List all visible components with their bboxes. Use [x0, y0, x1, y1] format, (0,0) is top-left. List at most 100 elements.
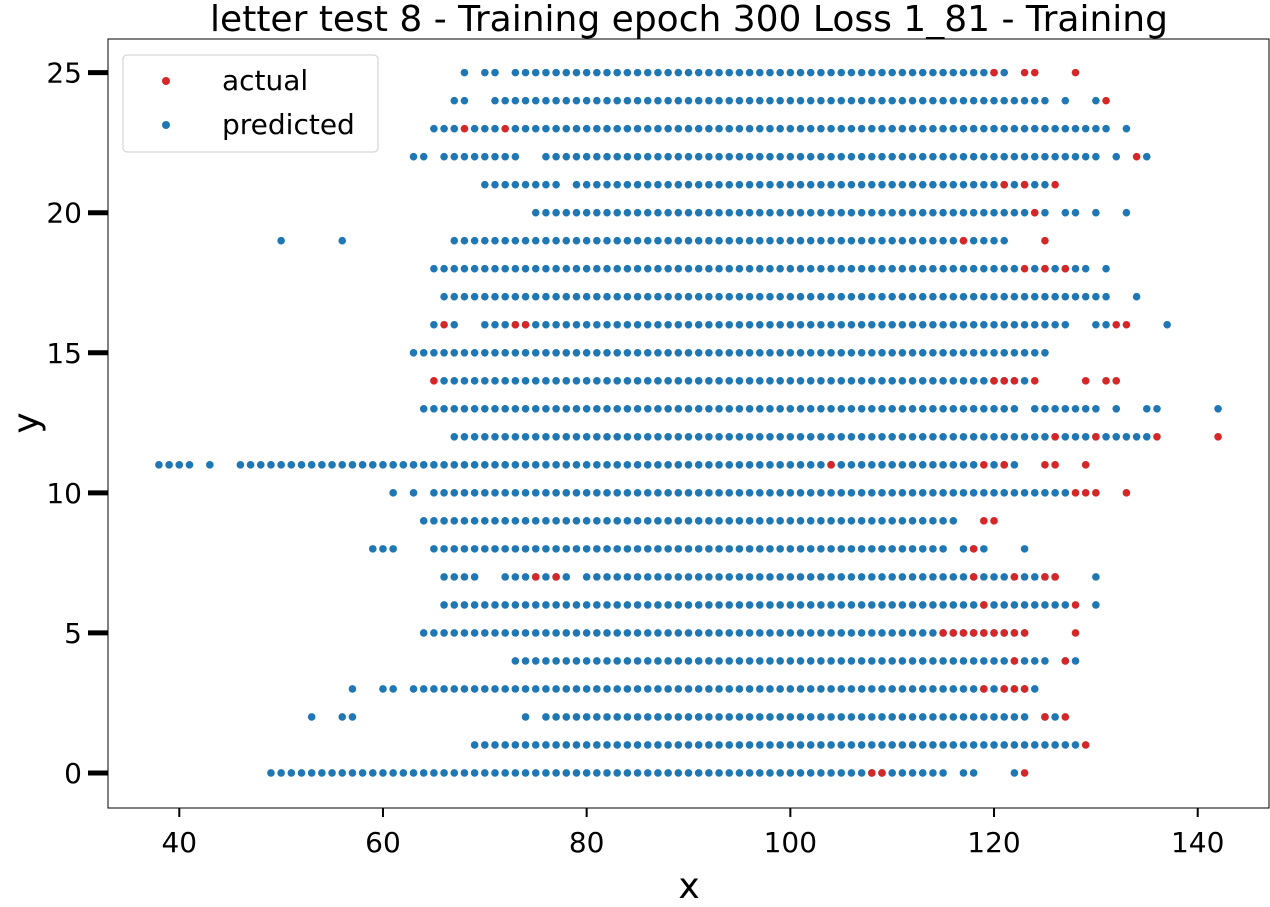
predicted-point	[633, 180, 642, 189]
predicted-point	[827, 769, 835, 777]
predicted-point	[735, 629, 744, 637]
legend-predicted-marker	[162, 121, 170, 129]
predicted-point	[847, 741, 856, 749]
predicted-point	[694, 124, 703, 133]
predicted-point	[643, 152, 652, 161]
predicted-point	[542, 180, 550, 189]
predicted-point	[796, 713, 805, 721]
predicted-point	[165, 461, 173, 469]
predicted-point	[450, 685, 459, 693]
predicted-point	[806, 769, 815, 777]
predicted-point	[715, 124, 723, 133]
predicted-point	[623, 68, 632, 77]
predicted-point	[603, 517, 611, 525]
predicted-point	[827, 320, 835, 329]
predicted-point	[837, 461, 846, 469]
predicted-point	[980, 433, 988, 441]
predicted-point	[491, 124, 499, 133]
predicted-point	[562, 629, 571, 637]
predicted-point	[623, 573, 632, 581]
predicted-point	[725, 348, 734, 357]
predicted-point	[1071, 264, 1080, 273]
predicted-point	[939, 573, 947, 581]
predicted-point	[654, 68, 662, 77]
predicted-point	[552, 180, 560, 189]
actual-point	[1061, 264, 1070, 273]
predicted-point	[868, 292, 876, 301]
predicted-point	[857, 208, 866, 217]
predicted-point	[419, 348, 428, 357]
actual-point	[1041, 713, 1049, 721]
predicted-point	[470, 152, 479, 161]
predicted-point	[990, 292, 998, 301]
predicted-point	[1081, 124, 1090, 133]
predicted-point	[1051, 152, 1059, 161]
predicted-point	[755, 545, 764, 553]
predicted-point	[817, 376, 825, 385]
predicted-point	[827, 685, 835, 693]
predicted-point	[827, 489, 835, 497]
predicted-point	[755, 68, 764, 77]
predicted-point	[1163, 320, 1171, 329]
predicted-point	[491, 180, 499, 189]
predicted-point	[460, 348, 469, 357]
predicted-point	[908, 404, 917, 413]
predicted-point	[603, 713, 611, 721]
predicted-point	[755, 404, 764, 413]
predicted-point	[705, 96, 713, 105]
predicted-point	[878, 96, 886, 105]
predicted-point	[633, 264, 642, 273]
predicted-point	[959, 124, 968, 133]
predicted-point	[582, 292, 591, 301]
predicted-point	[511, 573, 520, 581]
predicted-point	[888, 376, 896, 385]
predicted-point	[735, 741, 744, 749]
predicted-point	[684, 741, 693, 749]
predicted-point	[542, 685, 550, 693]
predicted-point	[1092, 96, 1100, 105]
predicted-point	[990, 461, 998, 469]
predicted-point	[918, 629, 927, 637]
actual-point	[1000, 629, 1009, 637]
predicted-point	[572, 68, 581, 77]
predicted-point	[511, 292, 520, 301]
predicted-point	[796, 461, 805, 469]
actual-point	[990, 517, 998, 525]
predicted-point	[613, 264, 622, 273]
predicted-point	[1142, 404, 1151, 413]
predicted-point	[481, 517, 489, 525]
predicted-point	[521, 180, 530, 189]
predicted-point	[603, 741, 611, 749]
predicted-point	[786, 433, 795, 441]
predicted-point	[338, 236, 347, 245]
predicted-point	[552, 376, 560, 385]
predicted-point	[847, 68, 856, 77]
predicted-point	[868, 657, 876, 665]
predicted-point	[562, 208, 571, 217]
predicted-point	[1112, 152, 1121, 161]
predicted-point	[633, 124, 642, 133]
predicted-point	[969, 376, 978, 385]
predicted-point	[898, 433, 907, 441]
predicted-point	[969, 292, 978, 301]
predicted-point	[674, 208, 683, 217]
predicted-point	[430, 461, 438, 469]
predicted-point	[1092, 124, 1100, 133]
predicted-point	[857, 657, 866, 665]
predicted-point	[684, 545, 693, 553]
predicted-point	[419, 517, 428, 525]
predicted-point	[643, 657, 652, 665]
predicted-point	[654, 657, 662, 665]
predicted-point	[674, 348, 683, 357]
chart-title: letter test 8 - Training epoch 300 Loss …	[210, 0, 1168, 40]
predicted-point	[633, 573, 642, 581]
predicted-point	[725, 376, 734, 385]
predicted-point	[766, 601, 774, 609]
predicted-point	[593, 769, 601, 777]
predicted-point	[1010, 152, 1019, 161]
actual-point	[1020, 769, 1029, 777]
y-tick-label: 0	[64, 757, 82, 790]
predicted-point	[868, 713, 876, 721]
predicted-point	[908, 124, 917, 133]
predicted-point	[959, 68, 968, 77]
